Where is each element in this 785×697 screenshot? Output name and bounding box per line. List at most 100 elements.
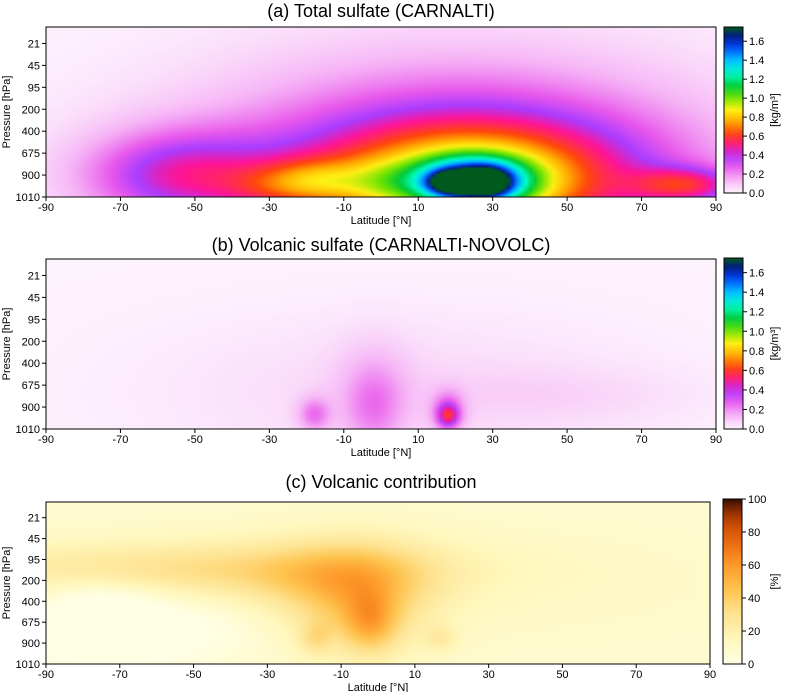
colorbar-tick-label: 0.4 bbox=[749, 150, 764, 162]
colorbar bbox=[723, 257, 744, 430]
x-tick-label: 70 bbox=[635, 202, 647, 214]
x-tick-label: -30 bbox=[261, 202, 277, 214]
x-tick-label: 30 bbox=[487, 434, 499, 446]
x-tick-label: -70 bbox=[112, 434, 128, 446]
y-tick-label: 1010 bbox=[16, 659, 40, 671]
colorbar-label: [kg/m³] bbox=[769, 93, 781, 127]
y-tick-label: 400 bbox=[22, 126, 40, 138]
heatmap-chart-total-sulfate: -90 -70 -50 -30 -10 10 30 50 70 90 Latitude [°N] 21… bbox=[1, 26, 781, 227]
colorbar-tick-label: 0.0 bbox=[749, 188, 764, 200]
y-tick-label: 900 bbox=[22, 402, 40, 414]
colorbar bbox=[723, 26, 744, 194]
x-tick-label: -30 bbox=[259, 669, 275, 681]
panel-b: (b) Volcanic sulfate (CARNALTI-NOVOLC) -… bbox=[0, 232, 785, 472]
x-tick-label: -90 bbox=[38, 434, 54, 446]
colorbar-tick-label: 1.2 bbox=[749, 74, 764, 86]
colorbar-tick-label: 1.6 bbox=[749, 268, 764, 280]
colorbar-tick-label: 1.6 bbox=[749, 36, 764, 48]
x-axis-label: Latitude [°N] bbox=[351, 447, 412, 459]
y-tick-label: 1010 bbox=[16, 192, 40, 204]
colorbar-tick-label: 0.8 bbox=[749, 112, 764, 124]
colorbar-tick-label: 20 bbox=[748, 626, 760, 638]
x-tick-label: 90 bbox=[704, 669, 716, 681]
x-tick-label: -30 bbox=[261, 434, 277, 446]
colorbar-tick-label: 100 bbox=[748, 494, 766, 506]
chart-title: (b) Volcanic sulfate (CARNALTI-NOVOLC) bbox=[211, 235, 551, 255]
y-axis-label: Pressure [hPa] bbox=[1, 76, 13, 149]
x-tick-label: -50 bbox=[187, 202, 203, 214]
y-tick-label: 45 bbox=[28, 534, 40, 546]
y-tick-label: 45 bbox=[28, 292, 40, 304]
y-tick-label: 900 bbox=[22, 170, 40, 182]
y-tick-label: 45 bbox=[28, 60, 40, 72]
heatmap-field bbox=[46, 502, 710, 664]
chart-title: (c) Volcanic contribution bbox=[285, 472, 477, 492]
y-axis-label: Pressure [hPa] bbox=[1, 547, 13, 620]
y-tick-label: 95 bbox=[28, 554, 40, 566]
y-tick-label: 21 bbox=[28, 270, 40, 282]
colorbar-tick-label: 0.2 bbox=[749, 169, 764, 181]
x-tick-label: -10 bbox=[333, 669, 349, 681]
panel-c: (c) Volcanic contribution -90 -70 -50 -30 -1… bbox=[0, 472, 785, 694]
y-tick-label: 200 bbox=[22, 104, 40, 116]
x-tick-label: -10 bbox=[336, 434, 352, 446]
colorbar-label: [kg/m³] bbox=[769, 327, 781, 361]
heatmap-field bbox=[46, 259, 716, 429]
colorbar-tick-label: 80 bbox=[748, 527, 760, 539]
colorbar-tick-label: 0.2 bbox=[749, 404, 764, 416]
y-tick-label: 95 bbox=[28, 82, 40, 94]
colorbar-tick-label: 0.6 bbox=[749, 365, 764, 377]
x-axis-label: Latitude [°N] bbox=[351, 215, 412, 227]
colorbar-tick-label: 1.2 bbox=[749, 307, 764, 319]
x-tick-label: 50 bbox=[556, 669, 568, 681]
x-tick-label: -90 bbox=[38, 202, 54, 214]
y-tick-label: 900 bbox=[22, 638, 40, 650]
y-tick-label: 21 bbox=[28, 38, 40, 50]
y-tick-label: 400 bbox=[22, 358, 40, 370]
y-axis-label: Pressure [hPa] bbox=[1, 308, 13, 381]
y-tick-label: 675 bbox=[22, 617, 40, 629]
y-tick-label: 675 bbox=[22, 148, 40, 160]
y-tick-label: 675 bbox=[22, 380, 40, 392]
x-tick-label: -90 bbox=[38, 669, 54, 681]
plot-frame bbox=[45, 26, 717, 198]
x-tick-label: -70 bbox=[112, 669, 128, 681]
x-tick-label: 10 bbox=[409, 669, 421, 681]
chart-title: (a) Total sulfate (CARNALTI) bbox=[267, 1, 495, 21]
colorbar-tick-label: 40 bbox=[748, 593, 760, 605]
x-tick-label: -10 bbox=[336, 202, 352, 214]
colorbar-tick-label: 0 bbox=[748, 659, 754, 671]
y-tick-label: 200 bbox=[22, 575, 40, 587]
colorbar-tick-label: 0.0 bbox=[749, 424, 764, 436]
x-axis-label: Latitude [°N] bbox=[348, 682, 409, 692]
x-tick-label: 10 bbox=[412, 202, 424, 214]
x-tick-label: -50 bbox=[186, 669, 202, 681]
heatmap-chart-volcanic-contribution: -90 -70 -50 -30 -10 10 30 50 70 90 Latitude [°N] 21… bbox=[1, 494, 781, 694]
x-tick-label: 50 bbox=[561, 434, 573, 446]
y-tick-label: 1010 bbox=[16, 424, 40, 436]
x-tick-label: 70 bbox=[630, 669, 642, 681]
plot-frame bbox=[45, 258, 717, 430]
x-tick-label: 30 bbox=[483, 669, 495, 681]
plot-frame bbox=[45, 501, 711, 665]
colorbar-label: [%] bbox=[769, 574, 781, 590]
colorbar-tick-label: 0.6 bbox=[749, 131, 764, 143]
colorbar-tick-label: 1.4 bbox=[749, 287, 764, 299]
colorbar-tick-label: 0.8 bbox=[749, 346, 764, 358]
x-tick-label: 90 bbox=[710, 202, 722, 214]
y-tick-label: 21 bbox=[28, 513, 40, 525]
x-tick-label: 70 bbox=[635, 434, 647, 446]
x-tick-label: 30 bbox=[487, 202, 499, 214]
x-tick-label: -50 bbox=[187, 434, 203, 446]
x-tick-label: 10 bbox=[412, 434, 424, 446]
colorbar-tick-label: 1.0 bbox=[749, 326, 764, 338]
x-tick-label: 90 bbox=[710, 434, 722, 446]
y-tick-label: 200 bbox=[22, 336, 40, 348]
y-tick-label: 95 bbox=[28, 314, 40, 326]
panel-a: (a) Total sulfate (CARNALTI) -90 -70 -50 -3… bbox=[0, 0, 785, 232]
x-tick-label: 50 bbox=[561, 202, 573, 214]
colorbar-tick-label: 0.4 bbox=[749, 385, 764, 397]
heatmap-chart-volcanic-sulfate: -90 -70 -50 -30 -10 10 30 50 70 90 Latitude [°N] 21… bbox=[1, 257, 781, 459]
y-tick-label: 400 bbox=[22, 596, 40, 608]
colorbar-tick-label: 60 bbox=[748, 560, 760, 572]
